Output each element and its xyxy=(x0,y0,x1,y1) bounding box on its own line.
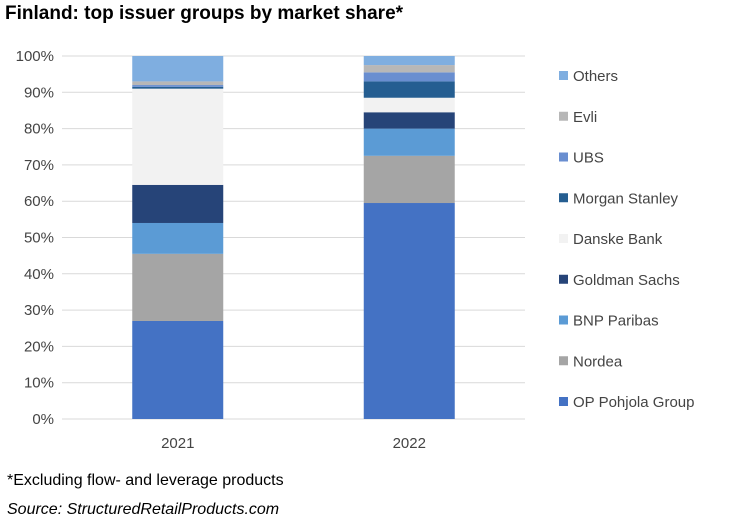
legend-label: Goldman Sachs xyxy=(573,272,680,289)
gridlines xyxy=(62,55,525,420)
legend-swatch xyxy=(559,71,568,80)
bar-segment xyxy=(132,81,224,86)
bar-segment xyxy=(363,203,455,419)
bar-segment xyxy=(132,56,224,82)
bar-segment xyxy=(132,253,224,321)
legend-label: Evli xyxy=(573,109,597,126)
stacked-bar-chart: 0%10%20%30%40%50%60%70%80%90%100% 2021 20… xyxy=(16,48,695,452)
legend-item: UBS xyxy=(559,150,604,167)
legend-label: Danske Bank xyxy=(573,231,663,248)
y-tick-label: 100% xyxy=(16,48,54,65)
y-tick-label: 90% xyxy=(24,84,54,101)
y-tick-label: 80% xyxy=(24,121,54,138)
bar-segment xyxy=(363,112,455,129)
bar-segment xyxy=(132,86,224,89)
legend-item: Danske Bank xyxy=(559,231,663,248)
legend-swatch xyxy=(559,111,568,121)
footnote: *Excluding flow- and leverage products xyxy=(7,472,284,489)
legend-item: Nordea xyxy=(559,353,623,370)
y-tick-label: 20% xyxy=(24,338,54,355)
legend-label: UBS xyxy=(573,150,604,167)
y-tick-label: 50% xyxy=(24,230,54,247)
bar-segment xyxy=(363,56,455,66)
bar-segment xyxy=(363,81,455,98)
legend-item: Others xyxy=(559,68,618,85)
bar-segment xyxy=(132,184,224,223)
legend-swatch xyxy=(559,234,568,243)
legend-label: Nordea xyxy=(573,353,623,370)
bar-segment xyxy=(132,85,224,87)
x-tick-label: 2021 xyxy=(161,435,194,452)
bar-segment xyxy=(363,72,455,82)
y-tick-label: 30% xyxy=(24,302,54,319)
legend-swatch xyxy=(559,152,568,162)
x-axis: 2021 2022 xyxy=(161,435,426,452)
legend-swatch xyxy=(559,315,568,325)
legend-label: Others xyxy=(573,68,618,85)
y-tick-label: 60% xyxy=(24,193,54,210)
bar-segment xyxy=(132,88,224,185)
legend-item: BNP Paribas xyxy=(559,313,659,330)
legend: Others Evli UBS Morgan Stanley Danske Bank Go… xyxy=(559,68,694,411)
legend-label: Morgan Stanley xyxy=(573,190,679,207)
legend-item: Evli xyxy=(559,109,597,126)
legend-label: BNP Paribas xyxy=(573,313,659,330)
y-tick-label: 0% xyxy=(32,411,54,428)
bar-segment xyxy=(132,222,224,254)
bar-segment xyxy=(363,97,455,113)
legend-swatch xyxy=(559,274,568,284)
legend-swatch xyxy=(559,356,568,366)
x-tick-label: 2022 xyxy=(393,435,426,452)
bar-segment xyxy=(363,128,455,156)
y-tick-label: 70% xyxy=(24,157,54,174)
y-tick-label: 10% xyxy=(24,375,54,392)
legend-swatch xyxy=(559,397,568,406)
y-tick-label: 40% xyxy=(24,266,54,283)
bar-segment xyxy=(363,155,455,204)
legend-label: OP Pohjola Group xyxy=(573,394,694,411)
legend-item: Morgan Stanley xyxy=(559,190,679,207)
y-axis: 0% 10% 20% 30% 40% 50% 60% 70% 80% 90% 100% xyxy=(16,48,54,428)
legend-swatch xyxy=(559,193,568,203)
legend-item: Goldman Sachs xyxy=(559,272,680,289)
bars xyxy=(132,56,455,419)
bar-segment xyxy=(132,320,224,419)
chart-title: Finland: top issuer groups by market sha… xyxy=(5,3,404,24)
bar-segment xyxy=(363,65,455,73)
source-note: Source: StructuredRetailProducts.com xyxy=(7,501,280,518)
legend-item: OP Pohjola Group xyxy=(559,394,694,411)
